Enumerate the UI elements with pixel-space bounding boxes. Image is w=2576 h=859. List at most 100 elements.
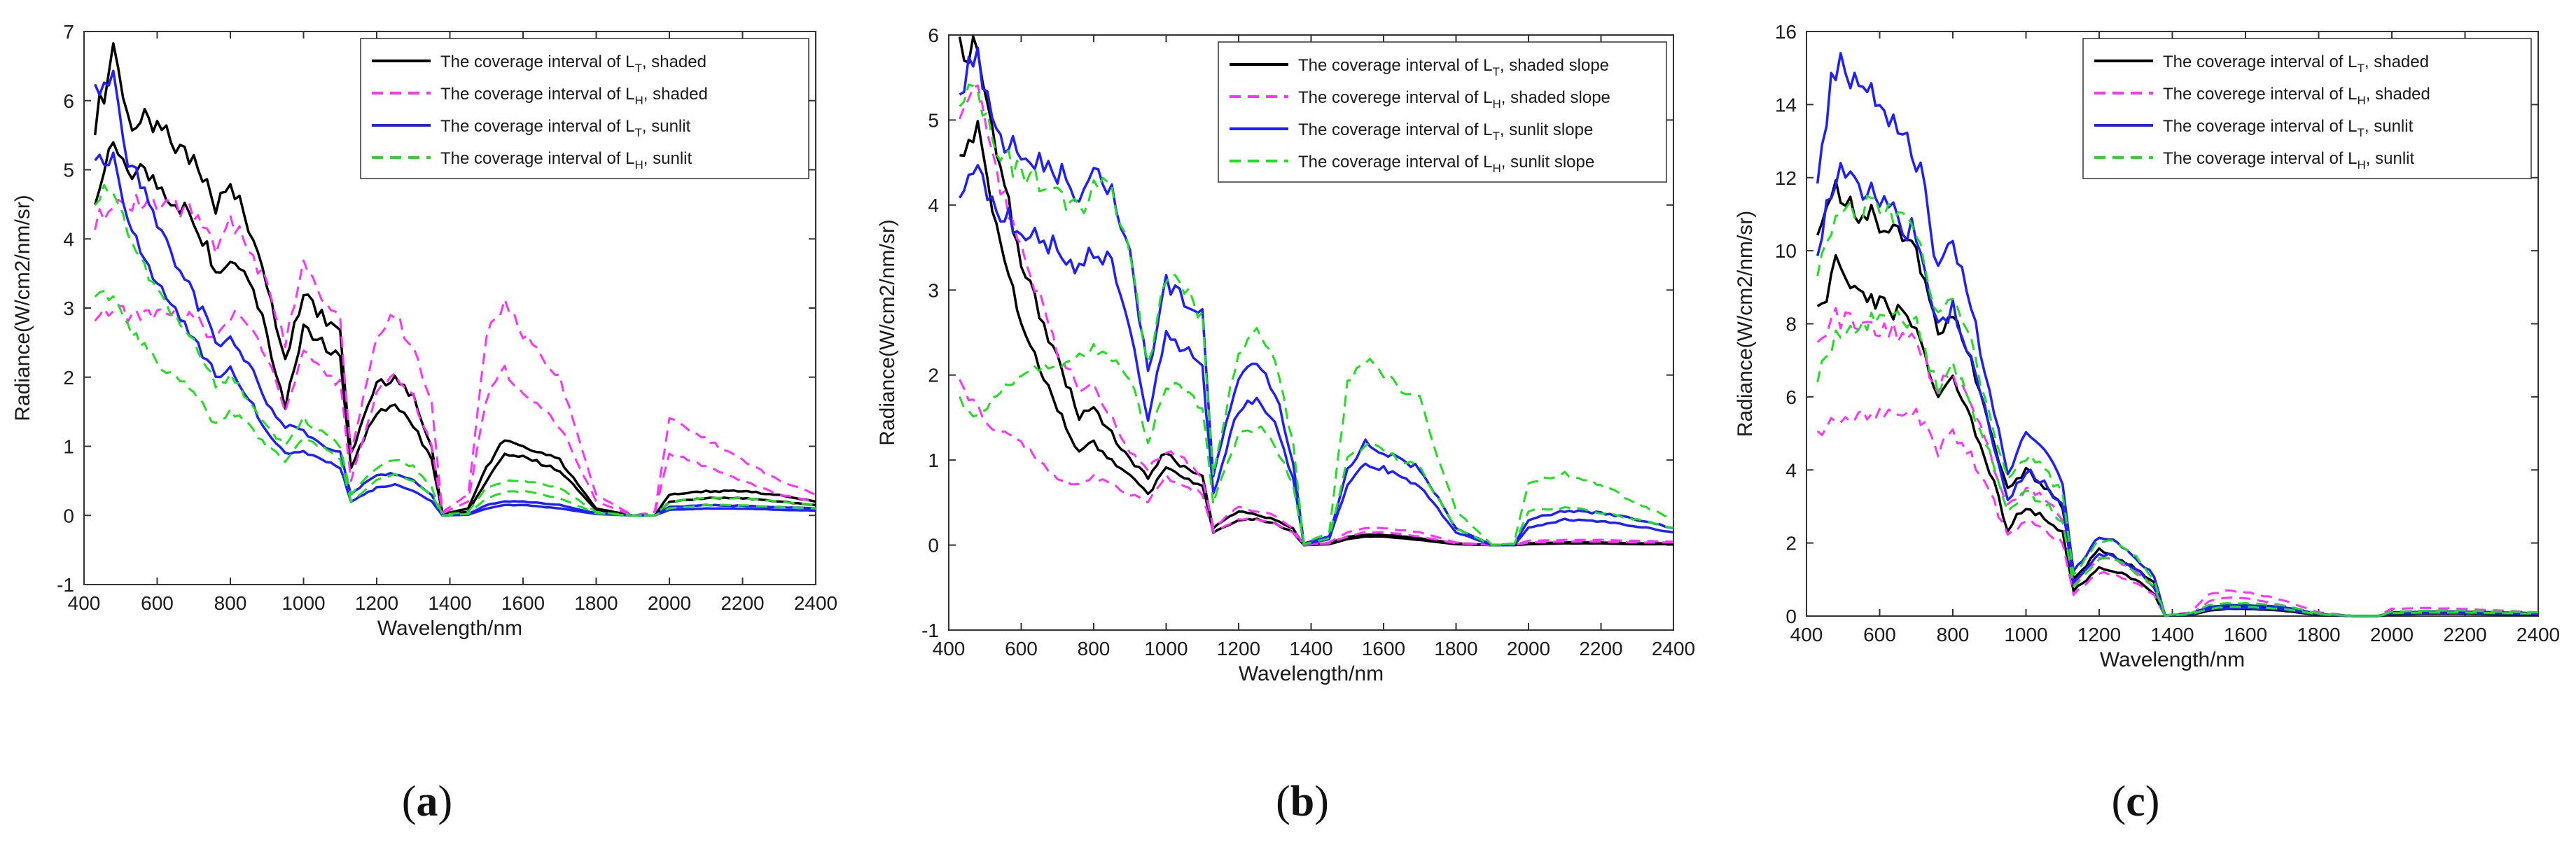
x-tick-label: 1800	[574, 592, 618, 614]
y-axis-label: Radiance(W/cm2/nm/sr)	[11, 195, 34, 421]
legend-label: The coverage interval of LH, sunlit slop…	[1298, 153, 1594, 175]
x-tick-label: 1400	[1289, 638, 1332, 659]
x-tick-label: 1200	[1217, 638, 1260, 659]
y-tick-label: 12	[1775, 167, 1797, 189]
series-line-4-bound-1	[94, 183, 816, 517]
chart-panel-c: 400 600 800 1000 1200 1400 1600 1800 2000 2200 240…	[1734, 21, 2560, 671]
legend-label: The coverage interval of LT, sunlit	[440, 117, 691, 139]
y-tick-label: -1	[57, 574, 74, 596]
panel-label-c: (c)	[2111, 778, 2160, 825]
x-axis-label: Wavelength/nm	[1239, 662, 1384, 685]
x-tick-label: 2000	[648, 592, 691, 614]
legend: The coverage interval of LT, shaded The c…	[2082, 38, 2532, 179]
y-tick-label: 16	[1775, 21, 1797, 43]
legend-label: The coverage interval of LH, sunlit	[2163, 149, 2414, 172]
y-tick-label: 3	[63, 298, 74, 319]
legend-box	[2082, 38, 2532, 179]
x-tick-label: 2400	[1652, 638, 1695, 659]
x-tick-label: 600	[1005, 638, 1038, 659]
chart-panel-a: 400 600 800 1000 1200 1400 1600 1800 2000 2200 240…	[11, 21, 837, 640]
y-tick-label: 4	[928, 195, 939, 216]
y-tick-label: 0	[63, 505, 74, 526]
legend-label: The coverege interval of LH, shaded slop…	[1298, 88, 1610, 111]
y-tick-label: 8	[1785, 314, 1797, 335]
x-tick-label: 400	[1790, 624, 1823, 645]
y-tick-label: -1	[921, 620, 939, 641]
x-tick-label: 600	[1863, 624, 1896, 645]
x-tick-label: 1200	[355, 592, 398, 614]
x-tick-label: 1000	[2004, 624, 2047, 645]
x-tick-label: 400	[933, 638, 966, 659]
legend-label: The coverage interval of LH, shaded	[440, 85, 708, 107]
series-line-3-bound-2	[94, 151, 816, 517]
y-tick-label: 5	[63, 160, 74, 181]
x-tick-label: 1800	[2297, 624, 2340, 645]
legend-box	[1218, 41, 1667, 183]
series-line-3-bound-1	[959, 46, 1674, 547]
series-line-1-bound-2	[94, 141, 816, 517]
y-tick-label: 2	[928, 365, 939, 386]
x-tick-label: 2200	[720, 592, 764, 614]
y-tick-label: 7	[63, 21, 74, 43]
series-line-4-bound-2	[94, 290, 816, 517]
x-tick-label: 1600	[2224, 624, 2267, 645]
x-tick-label: 800	[1078, 638, 1111, 659]
series-line-1-bound-2	[959, 120, 1673, 547]
x-axis-label: Wavelength/nm	[377, 617, 522, 640]
legend-label: The coverage interval of LT, sunlit	[2163, 117, 2414, 139]
x-tick-label: 1400	[2150, 624, 2194, 645]
y-tick-label: 10	[1775, 240, 1797, 262]
x-tick-label: 800	[214, 592, 247, 614]
x-tick-label: 2000	[2370, 624, 2414, 645]
x-axis-label: Wavelength/nm	[2100, 648, 2245, 671]
y-axis-label: Radiance(W/cm2/nm/sr)	[1734, 211, 1757, 437]
series-line-1-bound-2	[1816, 253, 2538, 617]
x-tick-label: 2200	[2443, 624, 2486, 645]
y-tick-label: 6	[928, 25, 939, 46]
y-tick-label: 4	[63, 228, 74, 250]
legend-label: The coverage interval of LH, sunlit	[440, 149, 692, 172]
panel-label-b: (b)	[1276, 778, 1329, 825]
panel-label-a: (a)	[401, 778, 453, 825]
series-line-2-bound-2	[94, 305, 816, 517]
y-tick-label: 2	[1785, 533, 1797, 554]
legend-label: The coverage interval of LT, shaded slop…	[1298, 56, 1609, 78]
y-tick-label: 6	[63, 90, 74, 112]
x-tick-label: 2400	[2516, 624, 2560, 645]
y-tick-label: 6	[1785, 386, 1797, 408]
y-tick-label: 1	[928, 449, 939, 471]
x-tick-label: 1800	[1434, 638, 1477, 659]
x-tick-label: 1000	[1144, 638, 1188, 659]
series-line-1-bound-1	[1816, 179, 2539, 617]
y-tick-label: 2	[63, 367, 74, 389]
series-line-4-bound-2	[1816, 310, 2539, 617]
x-tick-label: 1600	[1362, 638, 1405, 659]
x-tick-label: 1400	[428, 592, 471, 614]
x-tick-label: 800	[1937, 624, 1970, 645]
series-line-2-bound-2	[1816, 407, 2539, 617]
y-tick-label: 14	[1775, 94, 1797, 116]
series-line-2-bound-1	[94, 193, 816, 517]
series-line-2-bound-2	[959, 379, 1673, 547]
x-tick-label: 2000	[1507, 638, 1550, 659]
x-tick-label: 1600	[501, 592, 545, 614]
series-line-3-bound-2	[1816, 162, 2539, 617]
series-line-4-bound-1	[959, 83, 1674, 547]
chart-panel-b: 400 600 800 1000 1200 1400 1600 1800 2000 2200 240…	[876, 25, 1695, 685]
x-tick-label: 1200	[2077, 624, 2121, 645]
legend-box	[360, 38, 809, 179]
legend-label: The coverage interval of LT, shaded	[2163, 53, 2429, 75]
legend: The coverage interval of LT, shaded The c…	[360, 38, 809, 179]
y-tick-label: 0	[928, 535, 939, 557]
legend-label: The coverage interval of LT, sunlit slop…	[1298, 120, 1593, 143]
legend-label: The coverege interval of LH, shaded	[2163, 85, 2430, 107]
x-tick-label: 2400	[794, 592, 837, 614]
x-tick-label: 1000	[281, 592, 325, 614]
y-axis-label: Radiance(W/cm2/nm/sr)	[876, 219, 899, 445]
series-line-3-bound-2	[959, 164, 1674, 547]
y-tick-label: 4	[1785, 459, 1797, 481]
y-tick-label: 0	[1785, 606, 1797, 627]
y-tick-label: 1	[63, 436, 74, 458]
series-line-4-bound-1	[1816, 195, 2539, 617]
legend: The coverage interval of LT, shaded slop…	[1218, 41, 1667, 183]
